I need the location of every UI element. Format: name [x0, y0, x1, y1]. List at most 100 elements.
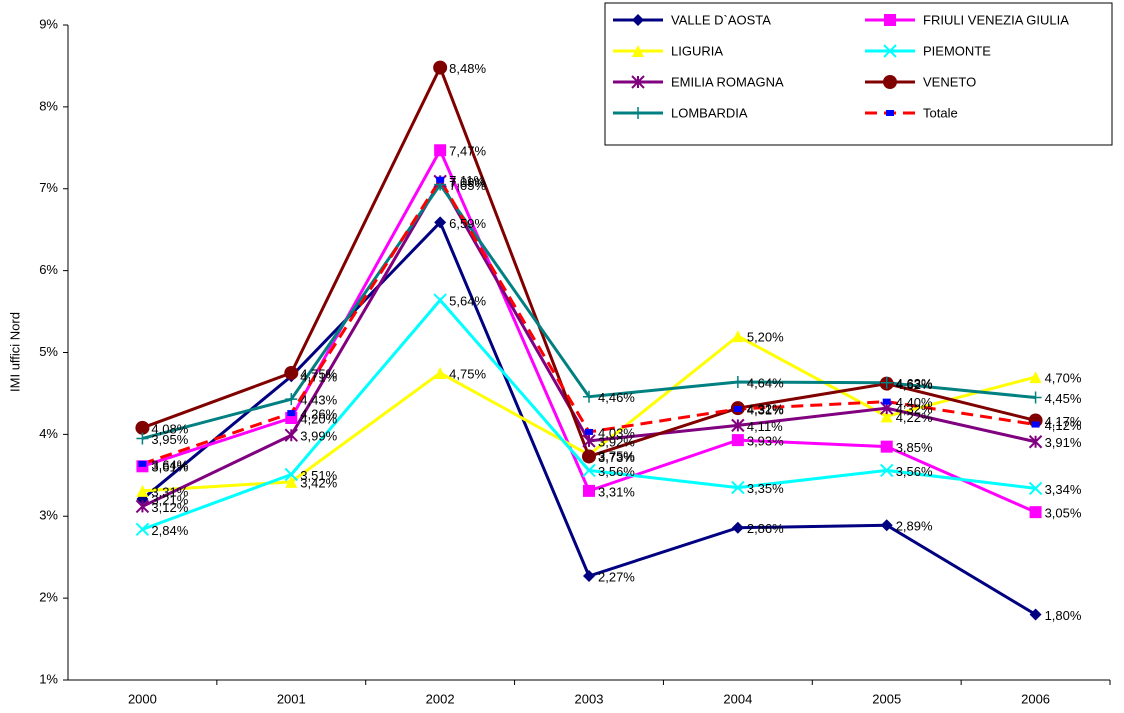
data-label: 4,31%: [747, 402, 784, 417]
data-label: 4,70%: [1045, 371, 1082, 386]
data-label: 3,91%: [1045, 435, 1082, 450]
data-point: [1029, 391, 1042, 404]
data-label: 3,31%: [598, 484, 635, 499]
data-label: 3,99%: [300, 429, 337, 444]
data-label: 4,75%: [300, 366, 337, 381]
data-point: [284, 467, 298, 482]
data-point: [582, 434, 596, 448]
data-point: [582, 463, 596, 478]
data-label: 4,22%: [896, 410, 933, 425]
data-point: [285, 475, 298, 488]
data-label: 7,09%: [449, 175, 486, 190]
data-label: 6,59%: [449, 216, 486, 231]
y-axis-label: IMI uffici Nord: [7, 312, 22, 392]
data-point: [583, 390, 595, 403]
legend-label: EMILIA ROMAGNA: [671, 74, 784, 89]
legend-label: VALLE D`AOSTA: [671, 12, 771, 27]
legend-label: LOMBARDIA: [671, 105, 748, 120]
data-label: 3,56%: [896, 464, 933, 479]
data-label: 2,86%: [747, 521, 784, 536]
data-point: [880, 376, 893, 389]
data-point: [583, 570, 595, 583]
legend-marker: [631, 75, 645, 89]
y-tick-label: 1%: [39, 671, 58, 686]
data-label: 3,12%: [151, 500, 188, 515]
data-label: 7,11%: [449, 173, 485, 188]
data-label: 3,95%: [151, 432, 188, 447]
data-point: [731, 330, 744, 343]
data-point: [731, 375, 744, 388]
data-point: [731, 434, 744, 447]
data-point: [880, 440, 893, 453]
data-label: 3,34%: [1045, 482, 1082, 497]
data-point: [1029, 506, 1042, 519]
data-point: [136, 484, 149, 497]
y-tick-label: 3%: [39, 508, 58, 523]
data-label: 7,05%: [449, 178, 486, 193]
x-tick-label: 2000: [128, 691, 157, 706]
data-label: 5,64%: [449, 294, 486, 309]
legend-box: [604, 2, 1113, 146]
y-tick-label: 5%: [39, 344, 58, 359]
legend-label: VENETO: [923, 74, 976, 89]
data-point: [583, 484, 595, 497]
data-point: [731, 521, 744, 534]
data-point: [285, 393, 298, 406]
legend-marker: [883, 75, 897, 89]
data-point: [434, 366, 447, 379]
data-point: [135, 522, 150, 537]
data-label: 4,11%: [747, 419, 783, 434]
data-label: 3,21%: [151, 492, 188, 507]
x-tick-label: 2004: [723, 691, 752, 706]
legend-marker: [632, 45, 644, 57]
legend-marker: [632, 107, 644, 119]
data-label: 4,26%: [300, 407, 337, 422]
legend-label: PIEMONTE: [923, 43, 991, 58]
data-label: 3,05%: [1045, 506, 1082, 521]
data-label: 2,84%: [151, 523, 188, 538]
legend-marker: [886, 110, 894, 116]
data-label: 4,64%: [747, 375, 784, 390]
data-point: [585, 428, 593, 435]
data-point: [287, 410, 296, 417]
data-label: 4,62%: [896, 377, 933, 392]
data-point: [731, 418, 745, 433]
legend-marker: [884, 14, 896, 26]
data-point: [433, 60, 448, 75]
legend-marker: [632, 14, 644, 26]
legend-label: FRIULI VENEZIA GIULIA: [923, 12, 1069, 27]
data-point: [1031, 421, 1040, 428]
data-label: 3,73%: [598, 450, 635, 465]
y-tick-label: 6%: [39, 262, 58, 277]
data-label: 4,32%: [747, 402, 784, 417]
data-point: [582, 449, 596, 464]
data-point: [135, 499, 150, 514]
legend-label: Totale: [923, 105, 958, 120]
data-point: [434, 144, 447, 157]
x-tick-label: 2002: [426, 691, 455, 706]
data-point: [733, 405, 742, 412]
data-point: [434, 216, 447, 229]
legend-label: LIGURIA: [671, 43, 723, 58]
data-label: 4,32%: [896, 402, 933, 417]
data-label: 4,63%: [896, 376, 933, 391]
y-tick-label: 8%: [39, 98, 58, 113]
data-label: 4,43%: [300, 393, 337, 408]
data-label: 4,03%: [598, 425, 635, 440]
data-point: [1029, 608, 1042, 621]
data-label: 3,51%: [300, 468, 337, 483]
data-label: 4,71%: [300, 370, 337, 385]
y-tick-label: 4%: [39, 426, 58, 441]
data-label: 3,92%: [598, 434, 635, 449]
data-point: [284, 365, 299, 380]
data-label: 2,89%: [896, 519, 933, 534]
x-tick-label: 2001: [277, 691, 306, 706]
data-label: 4,40%: [896, 395, 933, 410]
data-label: 8,48%: [449, 61, 486, 76]
data-point: [433, 293, 447, 307]
data-label: 3,93%: [747, 434, 784, 449]
x-tick-label: 2005: [872, 691, 901, 706]
data-label: 4,46%: [598, 390, 635, 405]
data-point: [1029, 371, 1042, 384]
